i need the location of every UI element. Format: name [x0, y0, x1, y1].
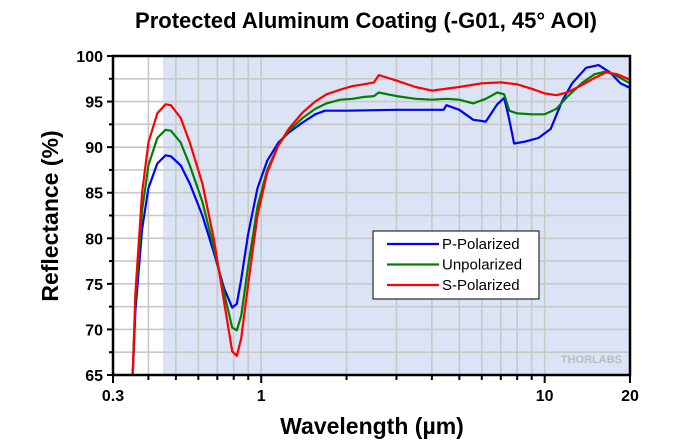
x-axis-label: Wavelength (µm) [280, 413, 464, 439]
y-tick-label: 75 [85, 277, 103, 294]
y-tick-label: 65 [85, 368, 103, 385]
x-tick-label: 20 [621, 388, 639, 405]
axis-ticks: 65 70 75 80 85 90 95 100 0.3 1 10 20 [76, 49, 639, 405]
y-tick-label: 80 [85, 231, 103, 248]
x-tick-label: 0.3 [102, 388, 124, 405]
legend-box [372, 230, 540, 300]
y-tick-label: 95 [85, 95, 103, 112]
y-tick-label: 70 [85, 322, 103, 339]
legend: P-Polarized Unpolarized S-Polarized [372, 230, 540, 300]
y-tick-label: 100 [76, 49, 103, 66]
chart-title-text: Protected Aluminum Coating (-G01, 45° AO… [135, 8, 597, 33]
legend-label: P-Polarized [442, 236, 520, 253]
chart-title: Protected Aluminum Coating (-G01, 45° AO… [0, 8, 676, 34]
series-line-p-polarized [131, 63, 631, 376]
x-tick-label: 1 [257, 388, 266, 405]
y-tick-label: 90 [85, 140, 103, 157]
thorlabs-watermark: THORLABS [561, 354, 622, 366]
y-tick-label: 85 [85, 186, 103, 203]
grid [113, 56, 630, 375]
y-axis-label: Reflectance (%) [37, 130, 63, 301]
series-group [131, 63, 631, 376]
series-line-unpolarized [131, 70, 631, 376]
legend-label: Unpolarized [442, 257, 522, 274]
legend-label: S-Polarized [442, 277, 520, 294]
series-line-s-polarized [131, 71, 631, 376]
x-tick-label: 10 [536, 388, 554, 405]
